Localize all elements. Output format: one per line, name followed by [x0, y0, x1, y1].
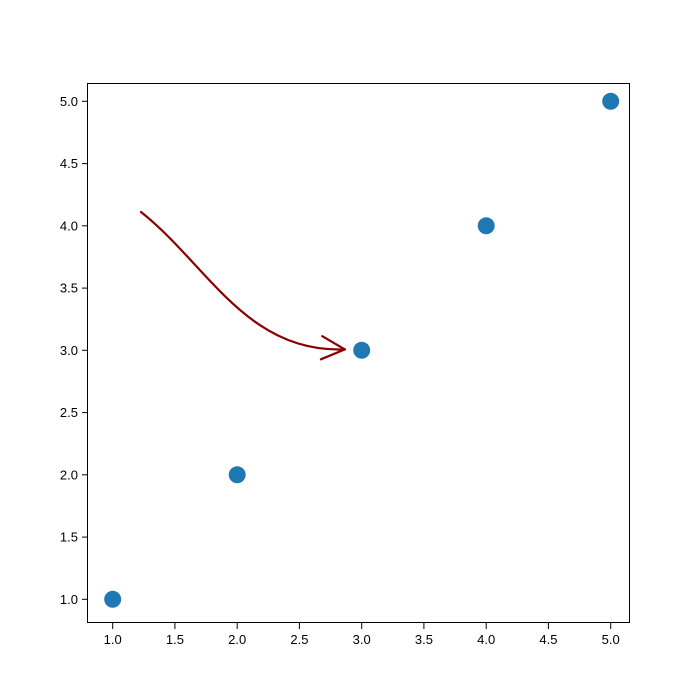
svg-text:4.5: 4.5 — [539, 632, 557, 647]
svg-text:1.5: 1.5 — [166, 632, 184, 647]
svg-text:3.5: 3.5 — [415, 632, 433, 647]
svg-text:1.0: 1.0 — [104, 632, 122, 647]
svg-text:5.0: 5.0 — [60, 94, 78, 109]
svg-text:1.0: 1.0 — [60, 592, 78, 607]
svg-text:4.5: 4.5 — [60, 156, 78, 171]
svg-text:3.5: 3.5 — [60, 281, 78, 296]
svg-text:2.5: 2.5 — [60, 405, 78, 420]
svg-text:1.5: 1.5 — [60, 530, 78, 545]
svg-text:2.0: 2.0 — [60, 467, 78, 482]
svg-text:4.0: 4.0 — [60, 218, 78, 233]
svg-text:5.0: 5.0 — [602, 632, 620, 647]
svg-text:2.0: 2.0 — [228, 632, 246, 647]
svg-text:3.0: 3.0 — [353, 632, 371, 647]
svg-text:2.5: 2.5 — [290, 632, 308, 647]
svg-text:3.0: 3.0 — [60, 343, 78, 358]
svg-text:4.0: 4.0 — [477, 632, 495, 647]
